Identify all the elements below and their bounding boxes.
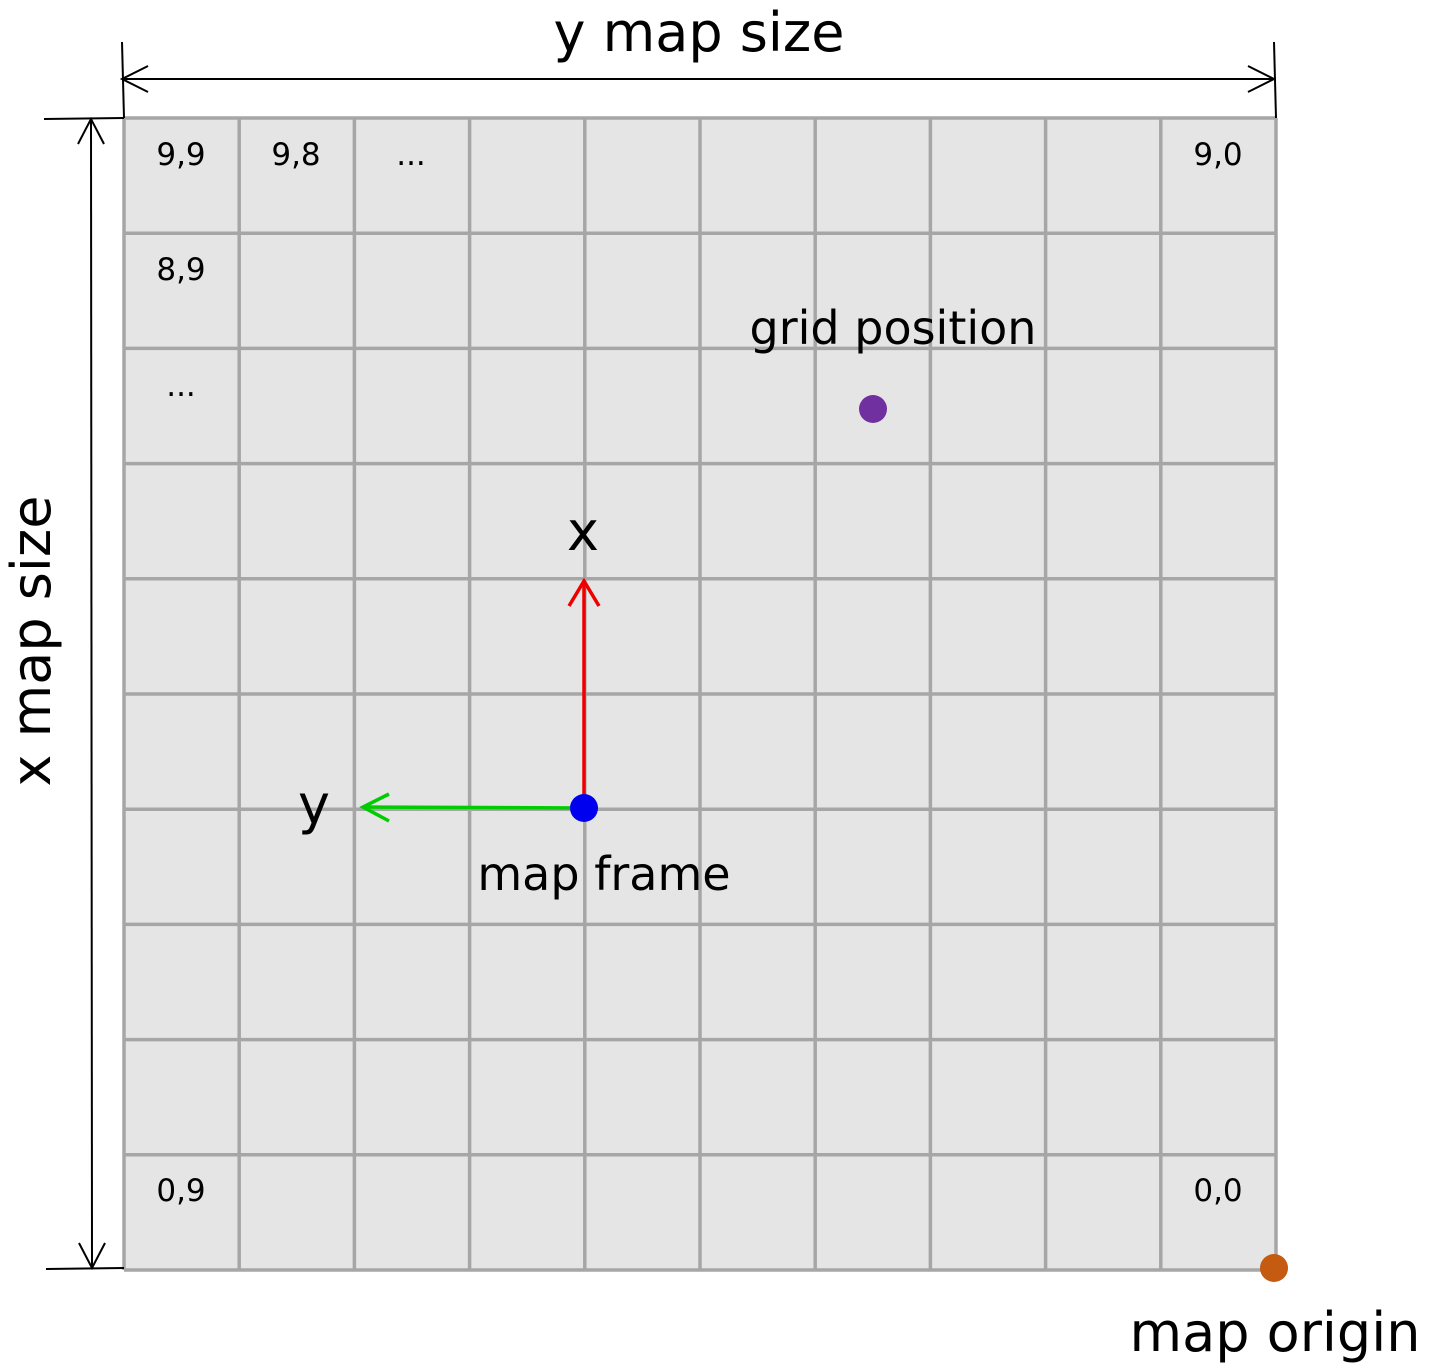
cell-label-0-9: 0,9: [156, 1173, 205, 1209]
cell-label-9-0: 9,0: [1193, 137, 1242, 173]
dimension-tick-right: [1274, 42, 1276, 118]
map-frame-label: map frame: [477, 847, 730, 901]
x-axis-label: x: [567, 500, 599, 563]
cell-label-8-9: 8,9: [156, 252, 205, 288]
cell-label-row-ellipsis: ...: [396, 137, 426, 173]
y-axis-arrow-shaft: [364, 807, 584, 808]
y-map-size-label: y map size: [554, 1, 845, 64]
cell-label-0-0: 0,0: [1193, 1173, 1242, 1209]
cell-label-column-ellipsis: ...: [166, 368, 196, 404]
grid-position-dot: [859, 395, 887, 423]
map-origin-dot: [1260, 1254, 1288, 1282]
dimension-tick-top: [44, 118, 124, 119]
dimension-line: [91, 119, 92, 1268]
map-frame-dot: [570, 794, 598, 822]
cell-label-9-9: 9,9: [156, 137, 205, 173]
cell-label-9-8: 9,8: [271, 137, 320, 173]
grid-position-label: grid position: [750, 301, 1037, 355]
dimension-tick-bottom: [46, 1268, 124, 1269]
map-origin-label: map origin: [1130, 1301, 1421, 1364]
x-map-size-label: x map size: [0, 496, 63, 787]
y-axis-label: y: [298, 773, 330, 836]
